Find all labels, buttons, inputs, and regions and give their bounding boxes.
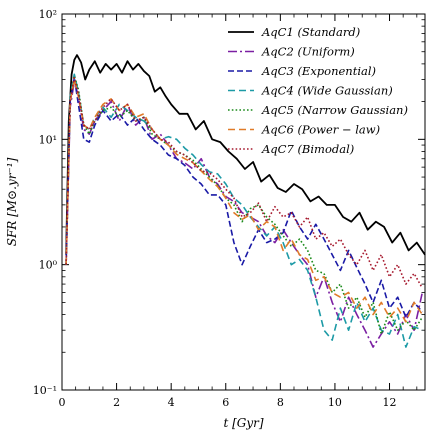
y-axis-label: SFR [M⊙.yr⁻¹] bbox=[5, 157, 19, 246]
legend: AqC1 (Standard) AqC2 (Uniform) AqC3 (Expon… bbox=[228, 25, 408, 156]
legend-label-6: AqC6 (Power − law) bbox=[261, 123, 380, 137]
series-line-4 bbox=[65, 73, 423, 348]
x-axis-label: t [Gyr] bbox=[223, 416, 263, 430]
series-line-2 bbox=[65, 80, 424, 348]
x-tick-label: 2 bbox=[113, 396, 120, 409]
legend-label-5: AqC5 (Narrow Gaussian) bbox=[261, 103, 408, 117]
plot-background bbox=[62, 14, 425, 390]
x-tick-label: 8 bbox=[277, 396, 284, 409]
legend-label-1: AqC1 (Standard) bbox=[261, 25, 360, 39]
x-tick-label: 4 bbox=[168, 396, 175, 409]
legend-label-2: AqC2 (Uniform) bbox=[261, 45, 355, 59]
legend-label-4: AqC4 (Wide Gaussian) bbox=[261, 84, 393, 98]
x-tick-label: 6 bbox=[222, 396, 229, 409]
y-tick-label: 10⁰ bbox=[39, 259, 58, 272]
y-tick-label: 10¹ bbox=[39, 133, 57, 146]
series-line-5 bbox=[65, 75, 423, 335]
series-layer bbox=[65, 54, 426, 348]
series-line-3 bbox=[65, 76, 423, 319]
legend-label-3: AqC3 (Exponential) bbox=[261, 64, 376, 78]
series-line-7 bbox=[65, 76, 423, 289]
x-tick-label: 12 bbox=[383, 396, 397, 409]
y-tick-label: 10⁻¹ bbox=[33, 384, 57, 397]
y-tick-label: 10² bbox=[39, 8, 57, 21]
labels-layer: t [Gyr] SFR [M⊙.yr⁻¹] bbox=[5, 157, 264, 430]
series-line-6 bbox=[65, 78, 423, 323]
x-tick-label: 0 bbox=[59, 396, 66, 409]
series-line-1 bbox=[65, 54, 426, 256]
legend-label-7: AqC7 (Bimodal) bbox=[261, 142, 354, 156]
plot-frame bbox=[61, 13, 426, 391]
x-tick-label: 10 bbox=[328, 396, 342, 409]
